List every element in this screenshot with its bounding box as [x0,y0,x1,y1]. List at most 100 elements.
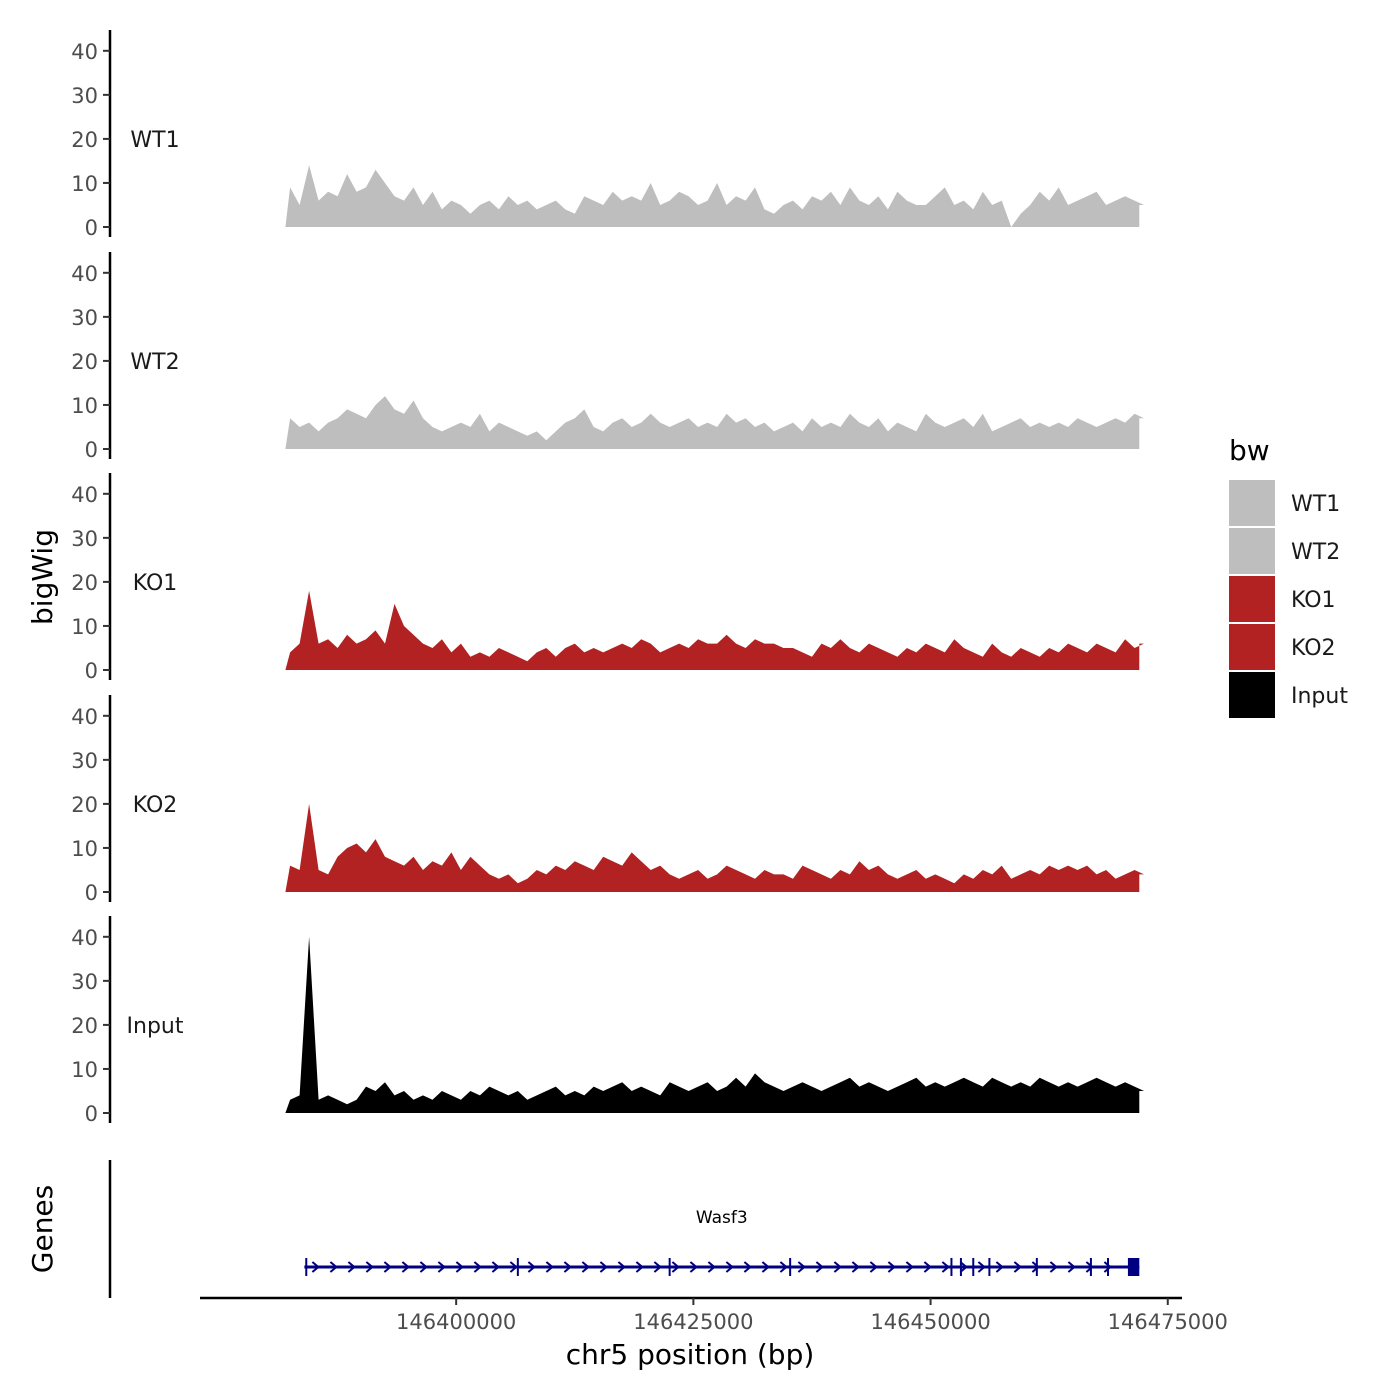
strand-arrow [563,1261,572,1273]
y-tick-label: 10 [71,172,98,196]
y-tick-label: 40 [71,40,98,64]
strand-arrow [473,1261,482,1273]
y-tick-label: 30 [71,84,98,108]
signal-area-wt1 [285,165,1144,227]
track-label: WT2 [130,350,179,375]
y-tick-label: 0 [85,1102,98,1126]
strand-arrow [419,1261,428,1273]
y-tick-label: 10 [71,394,98,418]
y-axis-title: bigWig [26,529,59,625]
strand-arrow [779,1261,788,1273]
legend-swatch-wt2 [1229,528,1275,574]
strand-arrow [1103,1261,1112,1273]
terminal-exon [1127,1258,1140,1276]
legend-swatch-wt1 [1229,480,1275,526]
strand-arrow [959,1261,968,1273]
strand-arrow [365,1261,374,1273]
strand-arrow [707,1261,716,1273]
strand-arrow [815,1261,824,1273]
signal-tracks: 0 10 20 30 40 WT1 0 10 20 30 40 WT2 0 10 20 30 40 KO1 0 10 2… [71,30,1144,1126]
y-tick-label: 10 [71,1058,98,1082]
track-wt2: 0 10 20 30 40 WT2 [71,252,1144,462]
y-tick-label: 40 [71,705,98,729]
legend-label: WT1 [1291,492,1340,517]
strand-arrow [923,1261,932,1273]
legend-label: KO2 [1291,636,1336,661]
strand-arrow [1031,1261,1040,1273]
strand-arrow [869,1261,878,1273]
signal-area-ko1 [285,590,1144,670]
y-tick-label: 40 [71,262,98,286]
strand-arrow [743,1261,752,1273]
y-tick-label: 30 [71,527,98,551]
legend-swatch-ko1 [1229,576,1275,622]
legend-title: bw [1229,434,1270,467]
legend-swatch-ko2 [1229,624,1275,670]
y-tick-label: 40 [71,483,98,507]
strand-arrow [941,1261,950,1273]
y-tick-label: 0 [85,881,98,905]
strand-arrow [851,1261,860,1273]
strand-arrow [1013,1261,1022,1273]
strand-arrow [347,1261,356,1273]
strand-arrow [995,1261,1004,1273]
y-tick-label: 30 [71,749,98,773]
strand-arrow [401,1261,410,1273]
track-ko2: 0 10 20 30 40 KO2 [71,695,1144,905]
strand-arrow [617,1261,626,1273]
strand-arrow [509,1261,518,1273]
strand-arrow [725,1261,734,1273]
track-wt1: 0 10 20 30 40 WT1 [71,30,1144,240]
gene-wasf3: Wasf3 [304,1208,1140,1276]
strand-arrow [1049,1261,1058,1273]
track-label: Input [127,1014,184,1039]
strand-arrow [581,1261,590,1273]
y-tick-label: 0 [85,438,98,462]
strand-arrow [833,1261,842,1273]
strand-arrow [599,1261,608,1273]
strand-arrow [1085,1261,1094,1273]
signal-area-ko2 [285,803,1144,892]
strand-arrow [887,1261,896,1273]
y-tick-label: 10 [71,615,98,639]
strand-arrow [1067,1261,1076,1273]
y-tick-label: 20 [71,571,98,595]
strand-arrow [635,1261,644,1273]
strand-arrow [689,1261,698,1273]
y-tick-label: 20 [71,128,98,152]
strand-arrow [671,1261,680,1273]
gene-label: Wasf3 [696,1208,748,1228]
strand-arrow [311,1261,320,1273]
track-input: 0 10 20 30 40 Input [71,916,1144,1126]
y-tick-label: 20 [71,1014,98,1038]
legend-label: WT2 [1291,540,1340,565]
x-tick-label: 146450000 [870,1310,990,1334]
y-tick-label: 30 [71,970,98,994]
strand-arrow [383,1261,392,1273]
x-tick-label: 146400000 [396,1310,516,1334]
strand-arrow [545,1261,554,1273]
track-label: WT1 [130,128,179,153]
gene-track: Wasf3 [108,1160,1140,1298]
signal-area-input [285,936,1144,1113]
strand-arrow [455,1261,464,1273]
strand-arrow [761,1261,770,1273]
y-tick-label: 0 [85,216,98,240]
x-axis-title: chr5 position (bp) [566,1338,815,1371]
legend: bw WT1 WT2 KO1 KO2 Input [1229,434,1348,718]
y-tick-label: 40 [71,926,98,950]
signal-area-wt2 [285,396,1144,449]
legend-label: Input [1291,684,1348,709]
strand-arrow [491,1261,500,1273]
strand-arrow [905,1261,914,1273]
track-label: KO1 [133,571,178,596]
x-axis: 146400000 146425000 146450000 146475000 [200,1296,1228,1334]
x-tick-label: 146475000 [1108,1310,1228,1334]
track-label: KO2 [133,793,178,818]
strand-arrow [653,1261,662,1273]
x-tick-label: 146425000 [633,1310,753,1334]
y-tick-label: 10 [71,837,98,861]
y-tick-label: 20 [71,350,98,374]
legend-swatch-input [1229,672,1275,718]
